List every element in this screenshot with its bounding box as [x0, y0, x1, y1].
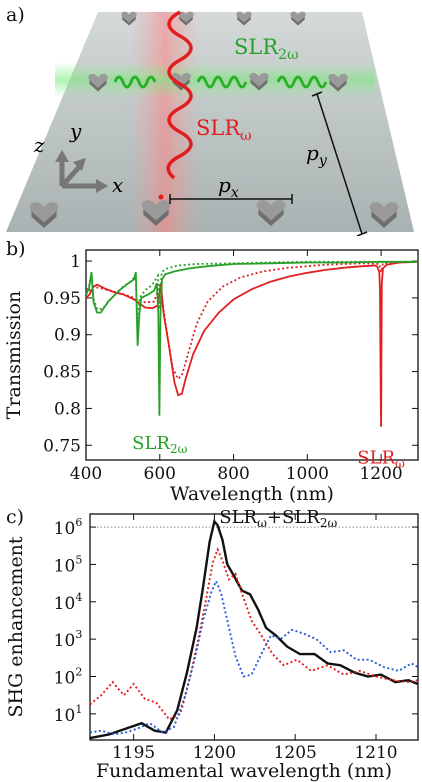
x-tick-label: 1205	[274, 743, 317, 763]
axis-z-label: z	[33, 133, 45, 157]
x-tick-label: 1200	[359, 464, 402, 484]
coordinate-axes	[55, 150, 108, 193]
y-axis-title: Transmission	[3, 291, 25, 419]
x-tick-label: 1000	[286, 464, 329, 484]
panel-c-label: c)	[6, 506, 25, 528]
py-label: py	[306, 141, 328, 169]
transmission-series-line	[85, 260, 419, 427]
py-marker	[311, 91, 368, 236]
slr-2w-label: SLR2ω	[234, 35, 298, 63]
y-tick-label: 105	[54, 553, 83, 576]
y-tick-label: 101	[54, 703, 83, 726]
x-axis-title: Fundamental wavelength (nm)	[96, 760, 392, 782]
red-beam-glow	[130, 12, 200, 232]
y-tick-label: 104	[54, 591, 83, 614]
y-tick-label: 0.9	[54, 326, 81, 346]
plot-frame	[85, 249, 419, 461]
axis-y-label: y	[69, 119, 82, 143]
panel-a-illustration: SLR2ω SLRω z y x px py	[6, 10, 414, 236]
transmission-series-line	[85, 260, 418, 329]
slr-w-label: SLRω	[196, 116, 252, 144]
shg-series-line	[89, 546, 419, 721]
px-marker	[169, 194, 293, 204]
slr-w-wave	[166, 10, 193, 180]
x-tick-label: 1195	[112, 743, 155, 763]
shg-enhancement-chart: 1195 1200 1205 1210 101 102 103 104 105 106 Fundam…	[5, 507, 419, 782]
panel-a-label: a)	[6, 4, 25, 26]
x-axis-title: Wavelength (nm)	[170, 483, 334, 503]
slr-w-endpoint	[158, 194, 164, 200]
y-tick-label: 0.85	[43, 363, 81, 383]
y-tick-label: 0.95	[43, 289, 81, 309]
y-tick-label: 103	[54, 628, 83, 651]
x-tick-label: 800	[217, 464, 249, 484]
x-tick-label: 1200	[193, 743, 236, 763]
y-tick-label: 1	[70, 252, 81, 272]
y-tick-label: 102	[54, 665, 83, 688]
slr-2w-wave	[113, 75, 328, 89]
x-tick-label: 600	[144, 464, 176, 484]
panel-b-label: b)	[6, 238, 26, 260]
transmission-series-line	[85, 260, 419, 381]
y-tick-label: 0.8	[54, 399, 81, 419]
y-axis-title: SHG enhancement	[5, 536, 27, 717]
slr-annotation: SLRω	[357, 448, 405, 471]
axis-x-label: x	[112, 173, 123, 197]
x-tick-label: 400	[70, 464, 102, 484]
slr-sum-annotation: SLRω+SLR2ω	[219, 507, 337, 530]
y-tick-label: 106	[54, 516, 83, 539]
transmission-chart: 400 600 800 1000 1200 0.75 0.8 0.85 0.9 0.95 1 Wave…	[3, 249, 419, 503]
slr-annotation: SLR2ω	[132, 433, 187, 456]
x-tick-label: 1210	[354, 743, 397, 763]
plot-frame	[89, 513, 419, 741]
px-label: px	[218, 173, 239, 201]
shg-series-line	[89, 578, 419, 736]
y-tick-label: 0.75	[43, 436, 81, 456]
